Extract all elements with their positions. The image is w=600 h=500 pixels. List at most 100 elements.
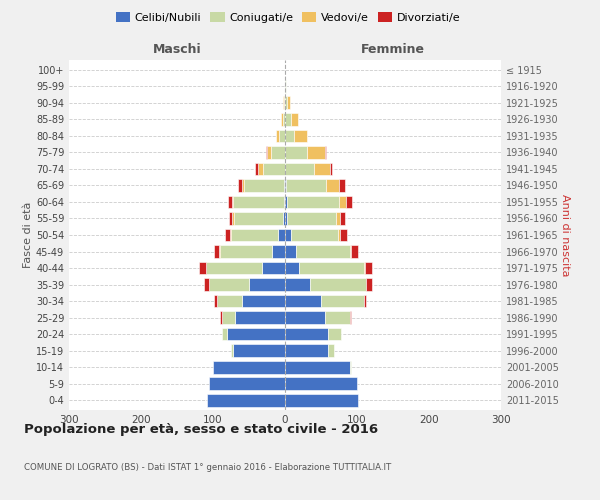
Bar (285, 162, 314, 175)
Bar (214, 294, 217, 308)
Bar (232, 212, 234, 225)
Bar (242, 294, 285, 308)
Bar (283, 96, 284, 110)
Bar (220, 245, 272, 258)
Bar (326, 179, 339, 192)
Bar (203, 278, 209, 291)
Bar (230, 228, 231, 241)
Bar (287, 96, 290, 110)
Y-axis label: Fasce di età: Fasce di età (23, 202, 33, 268)
Bar (271, 146, 285, 159)
Bar (285, 113, 291, 126)
Bar (365, 262, 372, 274)
Bar (285, 262, 299, 274)
Bar (257, 162, 263, 175)
Bar (281, 113, 283, 126)
Bar (233, 196, 284, 208)
Y-axis label: Anni di nascita: Anni di nascita (560, 194, 570, 276)
Bar (291, 113, 298, 126)
Bar (214, 245, 220, 258)
Bar (325, 146, 326, 159)
Bar (213, 360, 285, 374)
Bar (285, 228, 291, 241)
Bar (266, 146, 267, 159)
Bar (249, 278, 285, 291)
Bar (275, 130, 279, 142)
Bar (299, 262, 364, 274)
Bar (242, 179, 244, 192)
Bar (279, 130, 285, 142)
Bar (284, 96, 285, 110)
Bar (336, 212, 340, 225)
Text: Femmine: Femmine (361, 43, 425, 56)
Bar (238, 179, 242, 192)
Text: Maschi: Maschi (152, 43, 202, 56)
Bar (329, 162, 332, 175)
Bar (328, 344, 334, 357)
Bar (284, 196, 285, 208)
Bar (209, 278, 249, 291)
Bar (263, 162, 285, 175)
Bar (296, 245, 350, 258)
Bar (346, 196, 352, 208)
Text: Popolazione per età, sesso e stato civile - 2016: Popolazione per età, sesso e stato civil… (24, 422, 378, 436)
Bar (325, 311, 350, 324)
Bar (283, 212, 285, 225)
Bar (221, 328, 227, 340)
Bar (285, 212, 287, 225)
Bar (285, 394, 358, 406)
Bar (285, 311, 325, 324)
Bar (285, 146, 307, 159)
Bar (340, 228, 347, 241)
Bar (285, 344, 328, 357)
Bar (284, 179, 285, 192)
Bar (285, 130, 293, 142)
Bar (206, 262, 262, 274)
Bar (256, 162, 257, 175)
Bar (293, 130, 307, 142)
Bar (364, 262, 365, 274)
Bar (328, 328, 341, 340)
Bar (231, 344, 233, 357)
Bar (217, 294, 242, 308)
Bar (285, 294, 321, 308)
Bar (338, 228, 340, 241)
Bar (233, 344, 285, 357)
Bar (232, 196, 233, 208)
Bar (340, 212, 346, 225)
Legend: Celibi/Nubili, Coniugati/e, Vedovi/e, Divorziati/e: Celibi/Nubili, Coniugati/e, Vedovi/e, Di… (112, 8, 464, 28)
Bar (350, 245, 351, 258)
Bar (278, 228, 285, 241)
Bar (262, 262, 285, 274)
Bar (287, 212, 336, 225)
Bar (207, 394, 285, 406)
Bar (314, 162, 329, 175)
Bar (234, 212, 283, 225)
Bar (283, 113, 285, 126)
Bar (285, 80, 286, 93)
Bar (339, 196, 346, 208)
Bar (307, 146, 325, 159)
Bar (351, 245, 358, 258)
Bar (287, 196, 339, 208)
Bar (285, 96, 287, 110)
Bar (285, 179, 286, 192)
Bar (285, 278, 310, 291)
Bar (291, 228, 338, 241)
Bar (228, 196, 232, 208)
Bar (286, 179, 326, 192)
Bar (221, 311, 235, 324)
Bar (285, 360, 350, 374)
Bar (235, 311, 285, 324)
Bar (367, 278, 372, 291)
Bar (220, 311, 221, 324)
Bar (364, 294, 367, 308)
Bar (310, 278, 367, 291)
Bar (209, 377, 285, 390)
Bar (285, 377, 357, 390)
Bar (285, 196, 287, 208)
Bar (227, 328, 285, 340)
Bar (339, 179, 345, 192)
Bar (285, 328, 328, 340)
Bar (321, 294, 364, 308)
